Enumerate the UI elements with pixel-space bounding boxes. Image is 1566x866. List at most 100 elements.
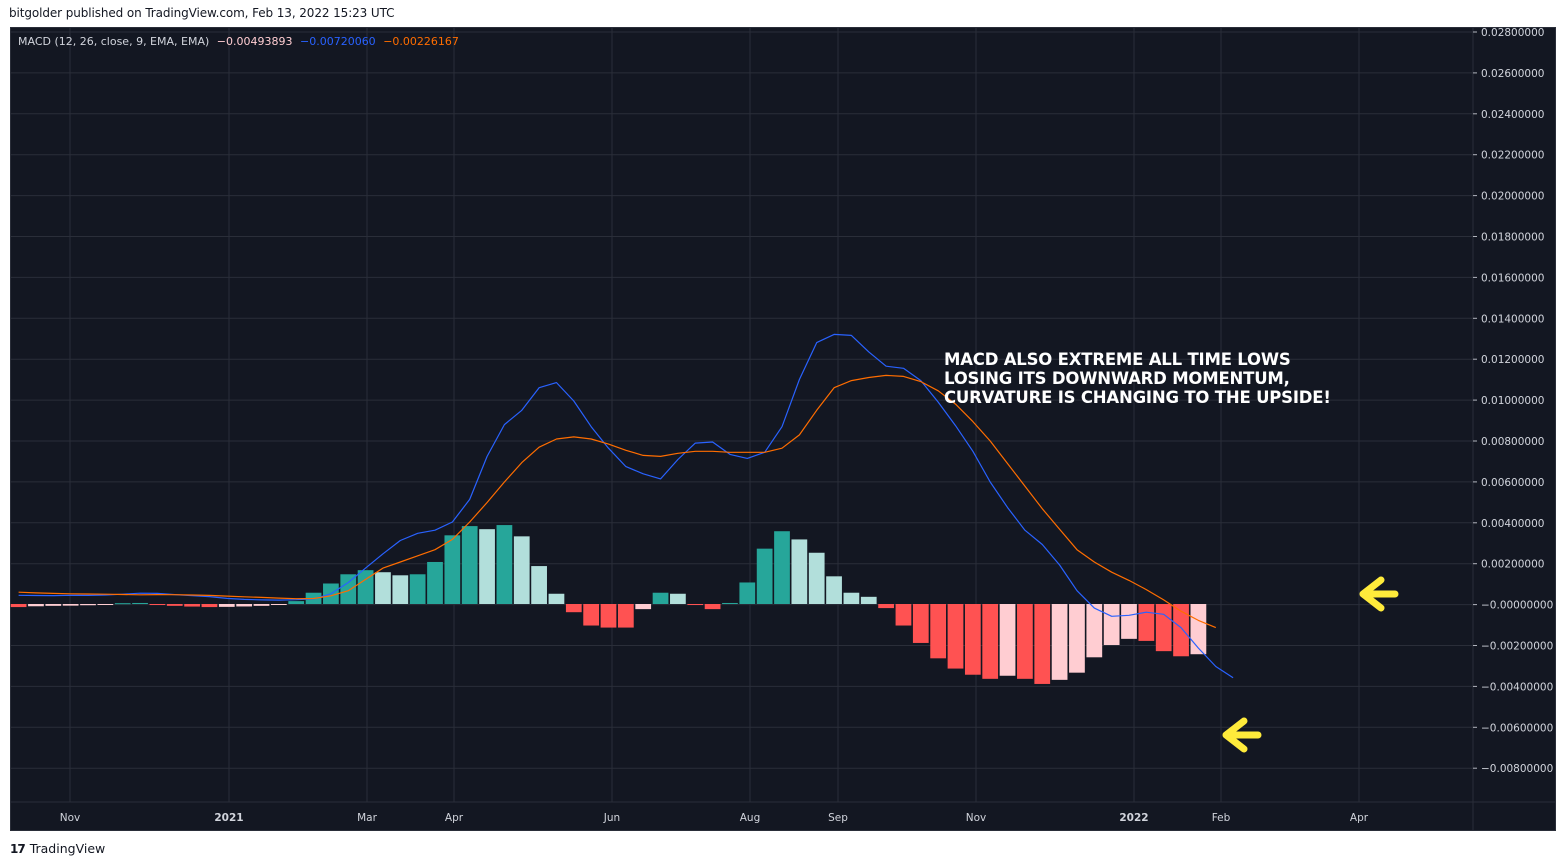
y-tick-label: −0.00000000 bbox=[1481, 600, 1553, 612]
histogram-bar bbox=[1103, 604, 1120, 645]
histogram-bar bbox=[687, 604, 704, 606]
histogram-bar bbox=[166, 604, 183, 606]
y-tick-label: 0.00600000 bbox=[1481, 477, 1544, 489]
footer-brand: 17 TradingView bbox=[10, 841, 105, 856]
arrow-left-icon bbox=[1359, 576, 1399, 612]
histogram-bar bbox=[583, 604, 600, 626]
macd-low-arrow bbox=[1222, 717, 1262, 753]
y-tick-label: 0.01000000 bbox=[1481, 395, 1544, 407]
histogram-bar bbox=[253, 604, 270, 606]
histogram-bar bbox=[947, 604, 964, 669]
histogram-bar bbox=[531, 566, 547, 604]
y-tick-label: 0.01600000 bbox=[1481, 272, 1544, 284]
arrow-left-icon bbox=[1222, 717, 1262, 753]
y-tick-label: 0.02200000 bbox=[1481, 150, 1544, 162]
legend-macd-value: −0.00720060 bbox=[299, 35, 376, 48]
y-tick-label: 0.02600000 bbox=[1481, 68, 1544, 80]
chart-pane[interactable] bbox=[10, 27, 1556, 831]
histogram-bar bbox=[808, 552, 825, 604]
x-tick-label: Nov bbox=[966, 812, 987, 824]
histogram-bar bbox=[1017, 604, 1033, 679]
histogram-bar bbox=[635, 604, 652, 610]
y-tick-label: −0.00200000 bbox=[1481, 641, 1553, 653]
histogram-bar bbox=[1155, 604, 1172, 652]
histogram-bar bbox=[617, 604, 634, 628]
histogram-bar bbox=[201, 604, 218, 608]
histogram-bar bbox=[670, 593, 686, 604]
histogram-bar bbox=[513, 536, 530, 604]
histogram-bar bbox=[62, 604, 79, 606]
histogram-bar bbox=[218, 604, 235, 607]
histogram-bar bbox=[843, 592, 860, 604]
x-tick-label: 2022 bbox=[1119, 812, 1148, 824]
histogram-bar bbox=[97, 604, 114, 605]
histogram-bar bbox=[704, 604, 721, 610]
histogram bbox=[10, 525, 1207, 684]
annotation-line-1: MACD ALSO EXTREME ALL TIME LOWS bbox=[944, 350, 1291, 369]
histogram-bar bbox=[184, 604, 200, 607]
histogram-bar bbox=[28, 604, 44, 607]
tradingview-logo-icon: 17 bbox=[10, 841, 26, 856]
y-tick-label: −0.00800000 bbox=[1481, 763, 1553, 775]
x-tick-label: Mar bbox=[357, 812, 377, 824]
histogram-bar bbox=[565, 604, 582, 613]
histogram-bar bbox=[392, 575, 409, 604]
y-tick-label: 0.02400000 bbox=[1481, 109, 1544, 121]
y-tick-label: 0.02800000 bbox=[1481, 27, 1544, 39]
histogram-bar bbox=[1121, 604, 1137, 639]
y-tick-label: 0.00800000 bbox=[1481, 436, 1544, 448]
histogram-bar bbox=[739, 582, 756, 604]
axes: 0.02800000 0.02600000 0.02400000 0.02200000… bbox=[11, 27, 1556, 830]
histogram-bar bbox=[149, 604, 166, 606]
histogram-bar bbox=[982, 604, 999, 679]
x-tick-label: Aug bbox=[740, 812, 761, 824]
histogram-bar bbox=[600, 604, 617, 628]
histogram-bar bbox=[1173, 604, 1189, 657]
y-tick-label: 0.01400000 bbox=[1481, 313, 1544, 325]
histogram-bar bbox=[1051, 604, 1068, 680]
histogram-bar bbox=[999, 604, 1016, 676]
y-tick-label: −0.00600000 bbox=[1481, 722, 1553, 734]
histogram-bar bbox=[860, 596, 877, 604]
x-tick-label: 2021 bbox=[214, 812, 243, 824]
signal-line bbox=[18, 374, 1217, 629]
histogram-bar bbox=[548, 593, 565, 604]
indicator-name: MACD (12, 26, close, 9, EMA, EMA) bbox=[18, 35, 210, 48]
histogram-bar bbox=[964, 604, 981, 675]
x-tick-label: Apr bbox=[1350, 812, 1369, 824]
histogram-bar bbox=[45, 604, 62, 606]
histogram-bar bbox=[132, 602, 148, 604]
histogram-bar bbox=[1138, 604, 1155, 641]
histogram-bar bbox=[774, 531, 790, 604]
histogram-bar bbox=[1034, 604, 1051, 684]
histogram-bar bbox=[10, 604, 27, 608]
histogram-bar bbox=[270, 604, 287, 605]
y-tick-label: 0.01800000 bbox=[1481, 232, 1544, 244]
histogram-bar bbox=[791, 539, 808, 604]
histogram-bar bbox=[912, 604, 929, 643]
histogram-bar bbox=[409, 574, 426, 604]
brand-name: TradingView bbox=[29, 841, 106, 856]
histogram-bar bbox=[1190, 604, 1207, 655]
legend-signal-value: −0.00226167 bbox=[383, 35, 459, 48]
y-tick-label: −0.00400000 bbox=[1481, 681, 1553, 693]
histogram-bar bbox=[375, 572, 391, 604]
histogram-bar bbox=[878, 604, 894, 609]
histogram-bar bbox=[80, 604, 96, 606]
annotation-line-2: LOSING ITS DOWNWARD MOMENTUM, bbox=[944, 369, 1290, 388]
x-tick-label: Feb bbox=[1212, 812, 1231, 824]
y-tick-label: 0.00200000 bbox=[1481, 559, 1544, 571]
legend-hist-value: −0.00493893 bbox=[216, 35, 293, 48]
lines bbox=[18, 333, 1234, 679]
y-tick-label: 0.02000000 bbox=[1481, 191, 1544, 203]
histogram-bar bbox=[444, 535, 461, 604]
histogram-bar bbox=[461, 526, 478, 604]
histogram-bar bbox=[1086, 604, 1103, 658]
x-tick-label: Sep bbox=[828, 812, 848, 824]
histogram-bar bbox=[340, 574, 357, 604]
histogram-bar bbox=[826, 576, 842, 604]
indicator-legend: MACD (12, 26, close, 9, EMA, EMA) −0.004… bbox=[18, 35, 463, 48]
histogram-bar bbox=[288, 601, 305, 604]
x-tick-label: Jun bbox=[603, 812, 620, 824]
